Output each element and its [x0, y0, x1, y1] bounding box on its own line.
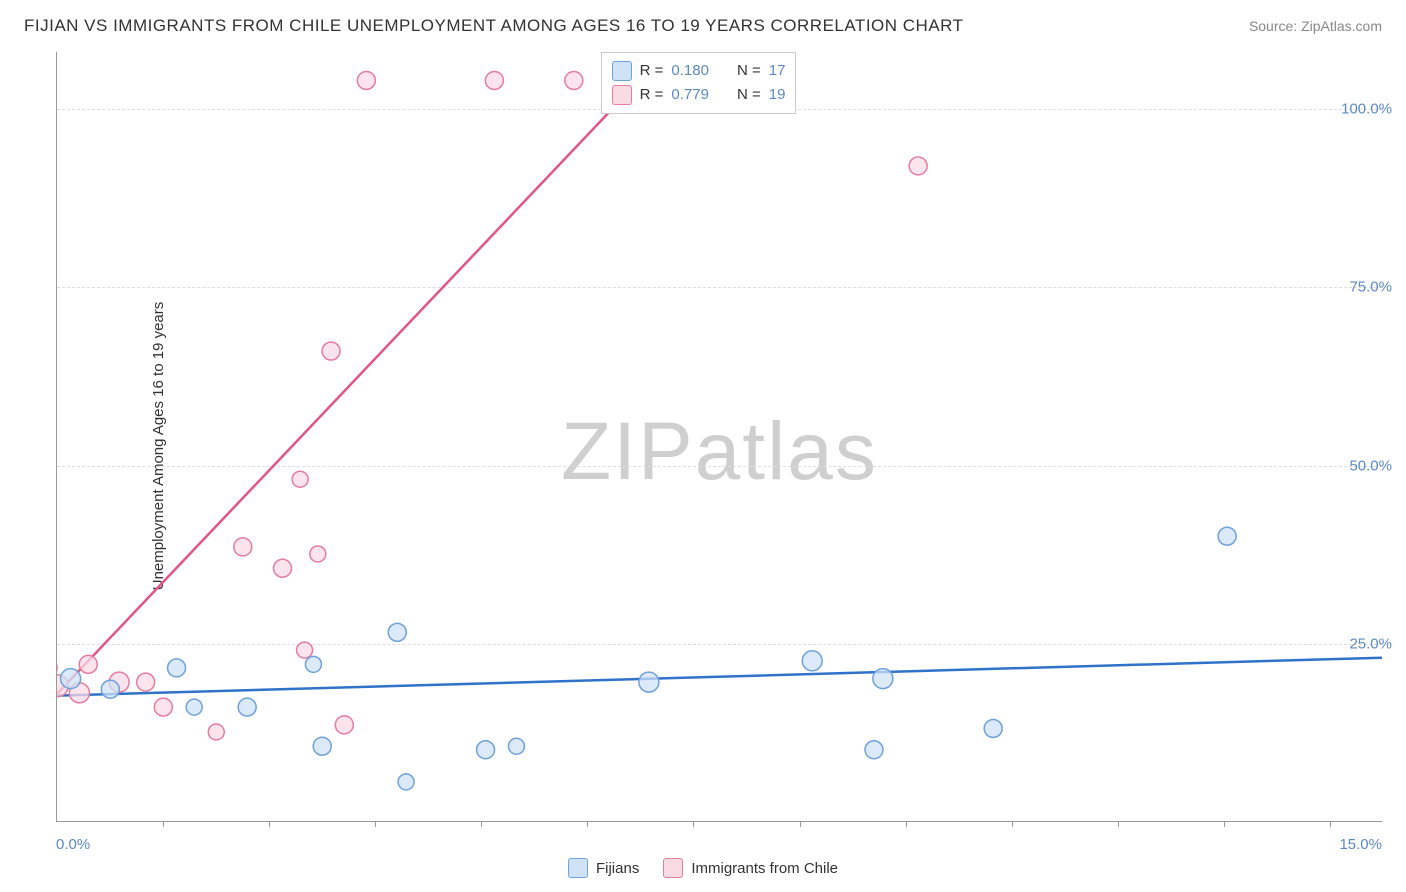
- legend-swatch-icon: [568, 858, 588, 878]
- legend-item-fijians: Fijians: [568, 858, 639, 878]
- r-value: 0.180: [671, 59, 709, 83]
- x-tick: [693, 821, 694, 827]
- data-point: [186, 699, 202, 715]
- x-tick: [1330, 821, 1331, 827]
- x-tick: [587, 821, 588, 827]
- n-value: 19: [769, 83, 786, 107]
- data-point: [297, 642, 313, 658]
- chart-svg: [57, 52, 1382, 821]
- data-point: [357, 71, 375, 89]
- trend-line: [57, 657, 1382, 696]
- r-value: 0.779: [671, 83, 709, 107]
- bottom-legend: Fijians Immigrants from Chile: [568, 858, 838, 878]
- data-point: [313, 737, 331, 755]
- chart-title: FIJIAN VS IMMIGRANTS FROM CHILE UNEMPLOY…: [24, 16, 964, 36]
- r-label: R =: [640, 59, 664, 83]
- data-point: [865, 741, 883, 759]
- x-tick: [1224, 821, 1225, 827]
- data-point: [273, 559, 291, 577]
- data-point: [873, 669, 893, 689]
- y-tick-label: 100.0%: [1341, 101, 1392, 118]
- x-axis-start-label: 0.0%: [56, 836, 90, 853]
- y-tick-label: 50.0%: [1349, 457, 1392, 474]
- data-point: [292, 471, 308, 487]
- data-point: [101, 680, 119, 698]
- legend-swatch-icon: [612, 85, 632, 105]
- data-point: [137, 673, 155, 691]
- y-tick-label: 25.0%: [1349, 635, 1392, 652]
- n-label: N =: [737, 83, 761, 107]
- x-tick: [375, 821, 376, 827]
- legend-swatch-icon: [663, 858, 683, 878]
- trend-line: [57, 52, 680, 721]
- data-point: [477, 741, 495, 759]
- data-point: [305, 656, 321, 672]
- correlation-row: R = 0.180 N = 17: [612, 59, 786, 83]
- x-tick: [163, 821, 164, 827]
- data-point: [238, 698, 256, 716]
- data-point: [485, 71, 503, 89]
- y-tick-label: 75.0%: [1349, 279, 1392, 296]
- data-point: [310, 546, 326, 562]
- r-label: R =: [640, 83, 664, 107]
- data-point: [1218, 527, 1236, 545]
- x-axis-end-label: 15.0%: [1339, 836, 1382, 853]
- data-point: [234, 538, 252, 556]
- legend-swatch-icon: [612, 61, 632, 81]
- n-label: N =: [737, 59, 761, 83]
- data-point: [398, 774, 414, 790]
- n-value: 17: [769, 59, 786, 83]
- data-point: [168, 659, 186, 677]
- data-point: [322, 342, 340, 360]
- x-tick: [906, 821, 907, 827]
- data-point: [154, 698, 172, 716]
- data-point: [335, 716, 353, 734]
- x-tick: [800, 821, 801, 827]
- correlation-legend: R = 0.180 N = 17 R = 0.779 N = 19: [601, 52, 797, 114]
- x-tick: [269, 821, 270, 827]
- data-point: [388, 623, 406, 641]
- legend-label: Fijians: [596, 860, 639, 877]
- x-tick: [1118, 821, 1119, 827]
- plot-area: ZIPatlas R =0.180N =17R =0.779N =19: [56, 52, 1382, 822]
- legend-label: Immigrants from Chile: [691, 860, 838, 877]
- legend-item-chile: Immigrants from Chile: [663, 858, 838, 878]
- chart-source: Source: ZipAtlas.com: [1249, 18, 1382, 34]
- x-tick: [1012, 821, 1013, 827]
- data-point: [208, 724, 224, 740]
- data-point: [61, 669, 81, 689]
- data-point: [909, 157, 927, 175]
- data-point: [79, 655, 97, 673]
- data-point: [802, 651, 822, 671]
- data-point: [984, 719, 1002, 737]
- data-point: [639, 672, 659, 692]
- correlation-row: R = 0.779 N = 19: [612, 83, 786, 107]
- x-tick: [481, 821, 482, 827]
- data-point: [565, 71, 583, 89]
- chart-header: FIJIAN VS IMMIGRANTS FROM CHILE UNEMPLOY…: [24, 16, 1382, 36]
- data-point: [508, 738, 524, 754]
